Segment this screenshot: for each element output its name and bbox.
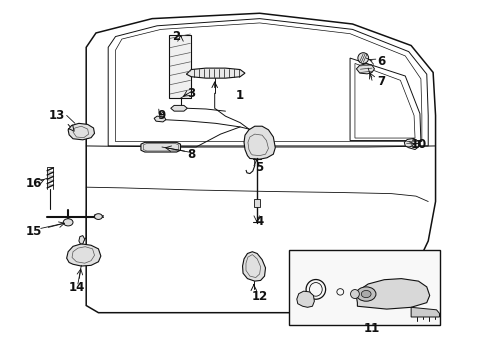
Polygon shape xyxy=(67,244,101,266)
Text: 13: 13 xyxy=(49,109,65,122)
Polygon shape xyxy=(243,252,266,281)
Polygon shape xyxy=(356,64,374,74)
Ellipse shape xyxy=(350,289,359,298)
Polygon shape xyxy=(297,291,315,307)
Text: 11: 11 xyxy=(364,322,380,335)
Text: 7: 7 xyxy=(377,75,385,88)
Polygon shape xyxy=(404,138,418,149)
Ellipse shape xyxy=(358,53,368,63)
Bar xyxy=(254,199,260,207)
Polygon shape xyxy=(154,116,166,122)
Circle shape xyxy=(361,291,371,298)
Text: 14: 14 xyxy=(68,281,85,294)
Circle shape xyxy=(356,287,376,301)
Text: 6: 6 xyxy=(377,55,385,68)
Text: 5: 5 xyxy=(255,161,264,174)
Text: 10: 10 xyxy=(411,138,427,150)
Circle shape xyxy=(95,214,102,220)
Polygon shape xyxy=(411,307,440,317)
Circle shape xyxy=(63,219,73,226)
Text: 3: 3 xyxy=(187,87,196,100)
Text: 2: 2 xyxy=(172,30,181,43)
Bar xyxy=(289,250,441,325)
Polygon shape xyxy=(141,142,180,152)
Polygon shape xyxy=(186,68,245,78)
Text: 8: 8 xyxy=(187,148,196,161)
Text: 16: 16 xyxy=(26,177,42,190)
Text: 12: 12 xyxy=(251,290,268,303)
Text: 1: 1 xyxy=(236,89,244,102)
Polygon shape xyxy=(171,105,187,111)
Text: 15: 15 xyxy=(26,225,42,238)
Polygon shape xyxy=(356,279,430,309)
Text: 4: 4 xyxy=(255,215,264,228)
Bar xyxy=(169,35,191,98)
Polygon shape xyxy=(244,126,275,159)
Text: 9: 9 xyxy=(158,109,166,122)
Polygon shape xyxy=(79,235,85,244)
Polygon shape xyxy=(68,123,95,140)
